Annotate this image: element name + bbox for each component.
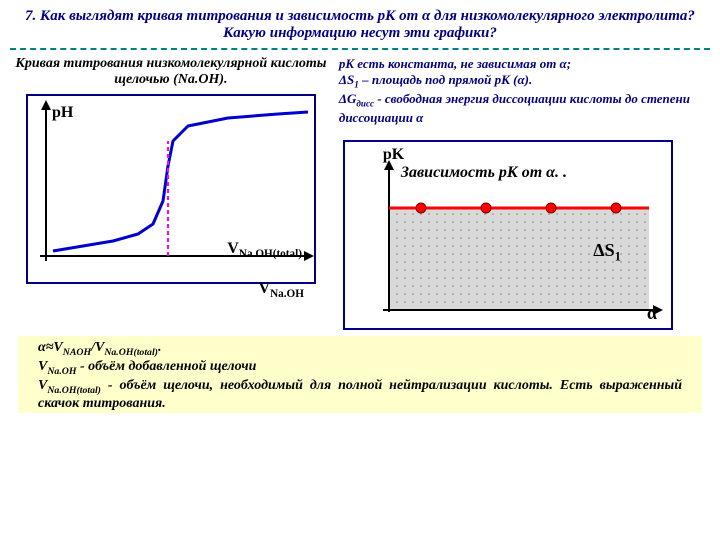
page-title: 7. Как выглядят кривая титрования и зави… — [0, 0, 720, 46]
pk-alpha-svg — [371, 160, 667, 320]
pk-alpha-chart: pK Зависимость рК от α. . ΔS1 α — [343, 140, 673, 330]
desc-line: ΔS1 – площадь под прямой рК (α). — [339, 72, 705, 91]
alpha-label: α — [647, 303, 657, 324]
left-subtitle: Кривая титрования низкомолекулярной кисл… — [15, 56, 327, 88]
desc-line: pK есть константа, не зависимая от α; — [339, 56, 705, 72]
right-description: pK есть константа, не зависимая от α;ΔS1… — [339, 56, 705, 126]
bottom-explanation: α≈VNAOH/VNa.OH(total).VNa.OH - объём доб… — [18, 336, 702, 412]
delta-s1-label: ΔS1 — [593, 240, 621, 265]
vtotal-label: VNa.OH(total) — [227, 240, 302, 260]
two-column-layout: Кривая титрования низкомолекулярной кисл… — [0, 56, 720, 330]
vnaoh-label: VNa.OH — [259, 280, 304, 300]
right-column: pK есть константа, не зависимая от α;ΔS1… — [333, 56, 705, 330]
divider — [10, 48, 710, 50]
ph-label: pH — [52, 104, 73, 122]
titration-chart: pH VNa.OH(total) VNa.OH — [26, 94, 316, 284]
left-column: Кривая титрования низкомолекулярной кисл… — [15, 56, 333, 330]
desc-line: ΔGдисс - свободная энергия диссоциации к… — [339, 91, 705, 126]
